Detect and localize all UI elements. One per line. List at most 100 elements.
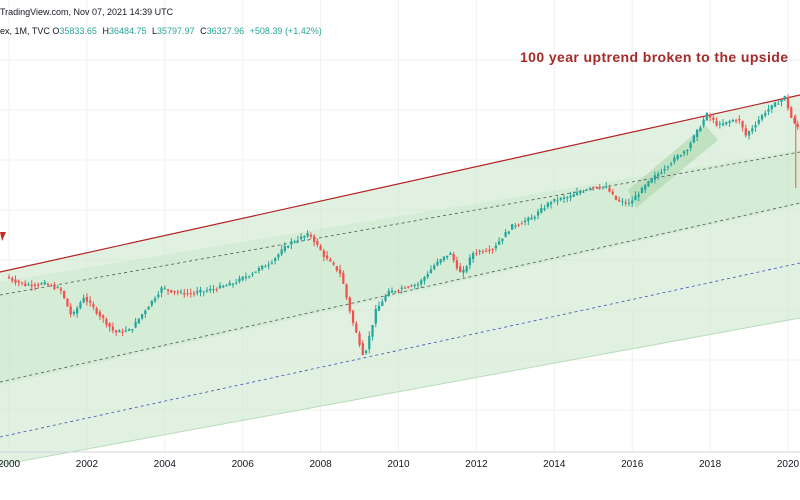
- candle-body: [124, 330, 127, 332]
- short-term-channel: [628, 125, 718, 208]
- candle-body: [523, 220, 527, 223]
- candle-body: [121, 331, 124, 333]
- candle-body: [137, 318, 140, 324]
- candle-body: [299, 236, 303, 240]
- candle-body: [24, 283, 27, 286]
- x-tick-label-2006: 2006: [232, 459, 255, 470]
- candle-body: [40, 283, 43, 285]
- candle-body: [644, 185, 647, 190]
- candle-body: [209, 288, 212, 291]
- x-tick-label-2000: 2000: [0, 459, 21, 470]
- candle-body: [140, 314, 144, 319]
- candle-body: [215, 289, 218, 291]
- candle-body: [488, 249, 491, 251]
- candle-body: [72, 311, 76, 314]
- chart-source-header: TradingView.com, Nov 07, 2021 14:39 UTC: [0, 7, 173, 17]
- candle-body: [738, 118, 741, 121]
- candle-body: [462, 269, 465, 273]
- candle-body: [786, 97, 790, 109]
- candle-body: [85, 296, 89, 302]
- candle-body: [53, 286, 56, 290]
- candle-body: [705, 112, 708, 121]
- ohlc-high-value: 36484.75: [108, 26, 147, 36]
- candle-body: [351, 310, 355, 324]
- candle-body: [640, 187, 644, 194]
- candle-body: [666, 166, 670, 168]
- candle-body: [712, 117, 715, 120]
- candle-body: [345, 284, 348, 298]
- candle-body: [108, 322, 111, 327]
- candle-body: [277, 254, 280, 258]
- candle-body: [222, 285, 225, 288]
- candle-body: [280, 249, 283, 255]
- candle-body: [17, 280, 20, 283]
- candle-body: [410, 285, 413, 287]
- arrow-marker: [0, 232, 6, 241]
- candle-body: [325, 255, 329, 259]
- ohlc-open-value: 35833.65: [59, 26, 97, 36]
- x-tick-label-2004: 2004: [154, 459, 177, 470]
- candle-body: [150, 300, 153, 306]
- candle-body: [721, 123, 725, 126]
- candle-body: [14, 279, 17, 283]
- candle-body: [598, 186, 601, 189]
- candle-body: [760, 115, 764, 120]
- candle-body: [335, 266, 338, 271]
- candle-body: [238, 278, 241, 282]
- candle-body: [82, 297, 85, 303]
- candle-body: [468, 257, 472, 266]
- candle-body: [559, 198, 562, 200]
- candle-body: [257, 268, 261, 271]
- ohlc-header: ex, 1M, TVC O35833.65 H36484.75 L35797.9…: [0, 26, 325, 36]
- candle-body: [588, 188, 592, 190]
- candle-body: [381, 301, 384, 306]
- candle-body: [157, 294, 160, 297]
- candle-body: [390, 290, 394, 293]
- candle-body: [754, 125, 757, 128]
- candle-body: [497, 241, 501, 245]
- candle-body: [718, 123, 721, 125]
- candle-body: [579, 191, 582, 194]
- ohlc-open-label: O: [52, 26, 60, 36]
- candle-body: [118, 330, 121, 333]
- candle-body: [549, 202, 553, 205]
- candle-body: [11, 278, 14, 281]
- candle-body: [507, 231, 510, 234]
- candle-body: [780, 99, 783, 102]
- candle-body: [254, 271, 257, 273]
- candle-body: [728, 121, 731, 123]
- candle-body: [101, 315, 105, 319]
- candle-body: [631, 200, 634, 204]
- candle-body: [274, 258, 277, 261]
- symbol-text: ex, 1M, TVC: [0, 26, 50, 36]
- candle-body: [30, 284, 33, 287]
- candle-body: [368, 335, 371, 350]
- candle-body: [319, 245, 322, 251]
- candle-body: [757, 119, 760, 124]
- candle-body: [481, 251, 485, 253]
- source-text: TradingView.com, Nov 07, 2021 14:39 UTC: [0, 7, 174, 17]
- ohlc-close-label: C: [200, 26, 207, 36]
- candle-body: [293, 241, 296, 243]
- candle-body: [614, 195, 618, 200]
- candle-body: [420, 280, 423, 285]
- candle-body: [423, 277, 426, 281]
- candle-body: [592, 186, 595, 188]
- candle-body: [653, 175, 657, 180]
- candle-body: [494, 245, 498, 249]
- candle-body: [332, 262, 335, 265]
- candle-body: [426, 274, 429, 278]
- candle-body: [751, 128, 754, 132]
- candle-body: [270, 262, 274, 264]
- candle-body: [485, 250, 488, 252]
- candle-body: [627, 202, 631, 204]
- candle-body: [562, 197, 566, 200]
- candle-body: [43, 282, 46, 285]
- candle-body: [504, 232, 507, 238]
- trend-annotation: 100 year uptrend broken to the upside: [520, 49, 789, 65]
- candle-body: [621, 201, 624, 203]
- candle-body: [244, 276, 248, 279]
- candle-body: [144, 310, 147, 315]
